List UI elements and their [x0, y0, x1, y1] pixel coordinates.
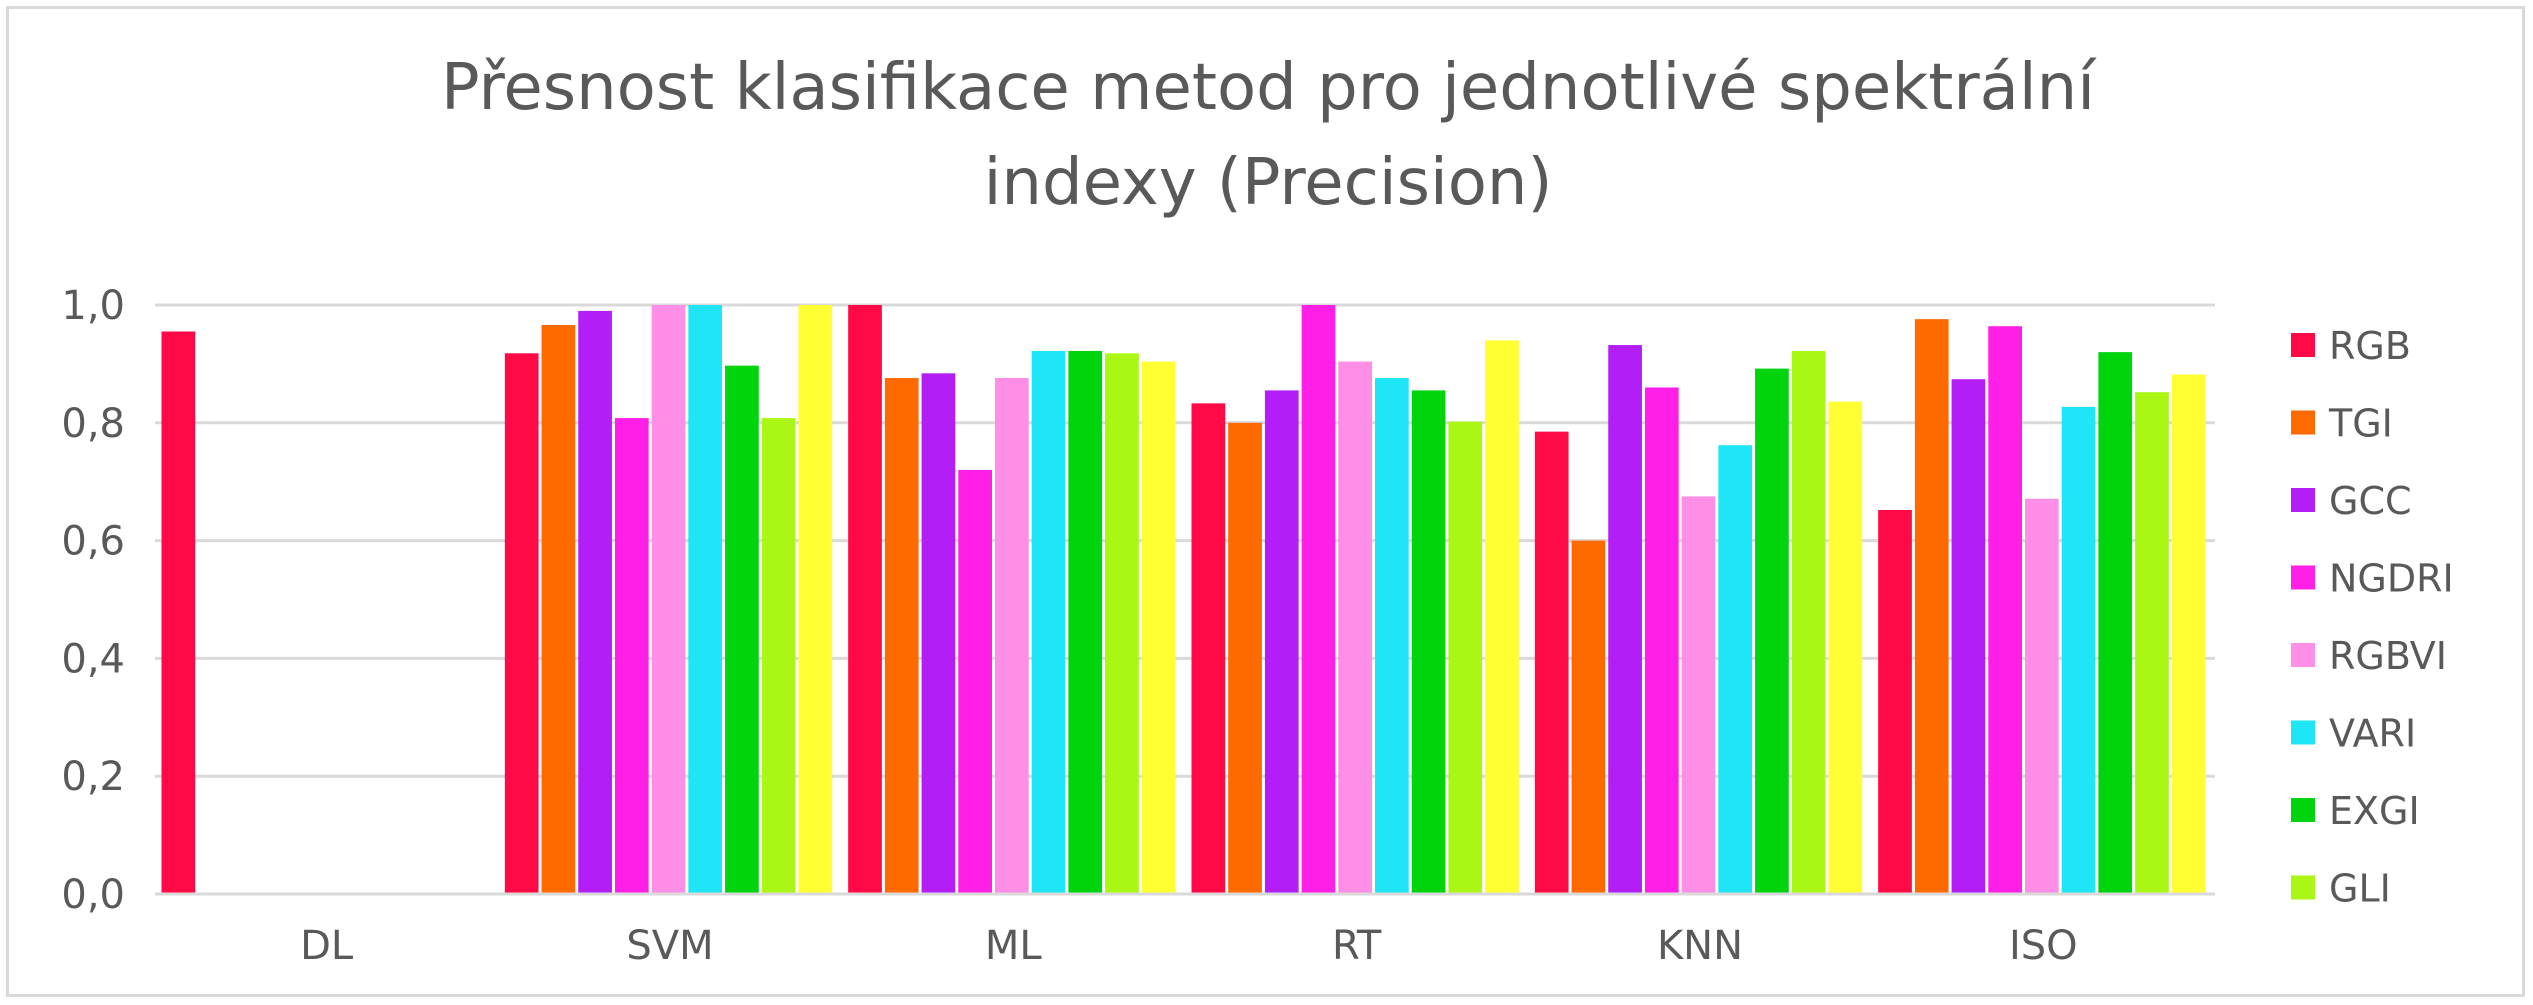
bar-rt-rgbvi: [1338, 361, 1373, 894]
bar-iso-tgi: [1914, 319, 1949, 894]
bar-knn-rgbvi: [1681, 496, 1716, 894]
chart-title-line-2: indexy (Precision): [984, 146, 1553, 220]
legend-label: GCC: [2329, 479, 2412, 523]
bar-knn-vari: [1718, 445, 1753, 894]
bar-svm-gcc: [578, 310, 612, 894]
bar-knn-rgb: [1534, 431, 1569, 894]
bar-ml-gli: [1105, 353, 1139, 895]
bar-svm-gli: [761, 418, 796, 894]
x-category-label: ISO: [2009, 923, 2078, 969]
bar-svm-ngdri: [614, 418, 649, 894]
bar-rt-gcc: [1264, 390, 1299, 894]
bar-iso-ngdri: [1988, 326, 2022, 895]
legend-label: NGDRI: [2329, 557, 2454, 601]
x-category-label: ML: [985, 923, 1043, 969]
x-category-label: DL: [300, 923, 354, 969]
bar-ml-ngdri: [958, 469, 992, 894]
bar-rt-tgi: [1228, 422, 1262, 894]
legend-label: VARI: [2329, 712, 2416, 756]
bar-iso-series-9: [2171, 374, 2206, 894]
bar-rt-series-9: [1485, 340, 1519, 895]
bar-svm-vari: [688, 305, 723, 894]
y-tick-label: 1,0: [61, 283, 125, 329]
bar-knn-series-9: [1828, 401, 1863, 894]
bar-iso-rgbvi: [2024, 498, 2059, 894]
bar-rt-exgi: [1411, 390, 1446, 894]
x-category-label: KNN: [1657, 923, 1743, 969]
x-category-label: RT: [1332, 923, 1382, 969]
legend-swatch: [2291, 720, 2315, 745]
bar-iso-gli: [2135, 392, 2169, 894]
y-tick-label: 0,8: [61, 401, 125, 447]
bar-knn-exgi: [1755, 368, 1789, 894]
bar-rt-ngdri: [1301, 305, 1336, 894]
y-tick-label: 0,6: [61, 519, 125, 565]
legend-swatch: [2291, 643, 2315, 667]
bar-dl-rgb: [161, 331, 196, 894]
bar-rt-vari: [1375, 378, 1409, 894]
gridlines: [155, 303, 2215, 778]
bars: [161, 305, 2206, 895]
legend-swatch: [2291, 875, 2315, 900]
bar-iso-vari: [2061, 406, 2096, 894]
bar-ml-exgi: [1068, 350, 1103, 894]
bar-iso-rgb: [1878, 509, 1912, 894]
bar-ml-series-9: [1141, 361, 1176, 894]
bar-svm-series-9: [798, 305, 833, 894]
legend-label: RGBVI: [2329, 634, 2447, 678]
bar-iso-exgi: [2098, 352, 2133, 894]
bar-knn-gli: [1791, 350, 1826, 894]
bar-knn-ngdri: [1644, 387, 1679, 894]
bar-svm-rgbvi: [651, 305, 686, 894]
y-tick-label: 0,4: [61, 636, 125, 682]
bar-svm-tgi: [541, 325, 576, 894]
bar-svm-rgb: [504, 353, 539, 895]
legend-label: EXGI: [2329, 789, 2420, 833]
bar-ml-tgi: [884, 378, 919, 894]
legend-label: RGB: [2329, 324, 2411, 368]
legend-label: GLI: [2329, 867, 2391, 911]
x-axis-category-labels: DL SVM ML RT KNN ISO: [300, 923, 2078, 969]
legend-swatch: [2291, 488, 2315, 512]
chart-container: Přesnost klasifikace metod pro jednotliv…: [6, 6, 2525, 997]
chart-title-line-1: Přesnost klasifikace metod pro jednotliv…: [441, 51, 2097, 125]
legend-label: TGI: [2328, 402, 2393, 446]
bar-chart: Přesnost klasifikace metod pro jednotliv…: [61, 51, 2454, 969]
x-category-label: SVM: [626, 923, 713, 969]
y-axis-tick-labels: 0,0 0,2 0,4 0,6 0,8 1,0: [61, 283, 125, 918]
bar-ml-gcc: [921, 373, 956, 895]
y-tick-label: 0,0: [61, 872, 125, 918]
legend-swatch: [2291, 798, 2315, 822]
bar-svm-exgi: [725, 365, 759, 894]
bar-knn-gcc: [1608, 345, 1642, 894]
bar-ml-rgb: [848, 305, 882, 894]
legend-swatch: [2291, 565, 2315, 590]
bar-rt-gli: [1448, 421, 1483, 894]
legend-swatch: [2291, 410, 2315, 435]
bar-rt-rgb: [1191, 403, 1226, 894]
bar-ml-vari: [1031, 350, 1066, 894]
y-tick-label: 0,2: [61, 754, 125, 800]
bar-ml-rgbvi: [994, 378, 1029, 894]
bar-knn-tgi: [1571, 540, 1606, 894]
bar-iso-gcc: [1951, 379, 1986, 894]
legend: RGB TGI GCC NGDRI RGBVI VARI EXGI GLI: [2291, 324, 2454, 911]
legend-swatch: [2291, 333, 2315, 357]
